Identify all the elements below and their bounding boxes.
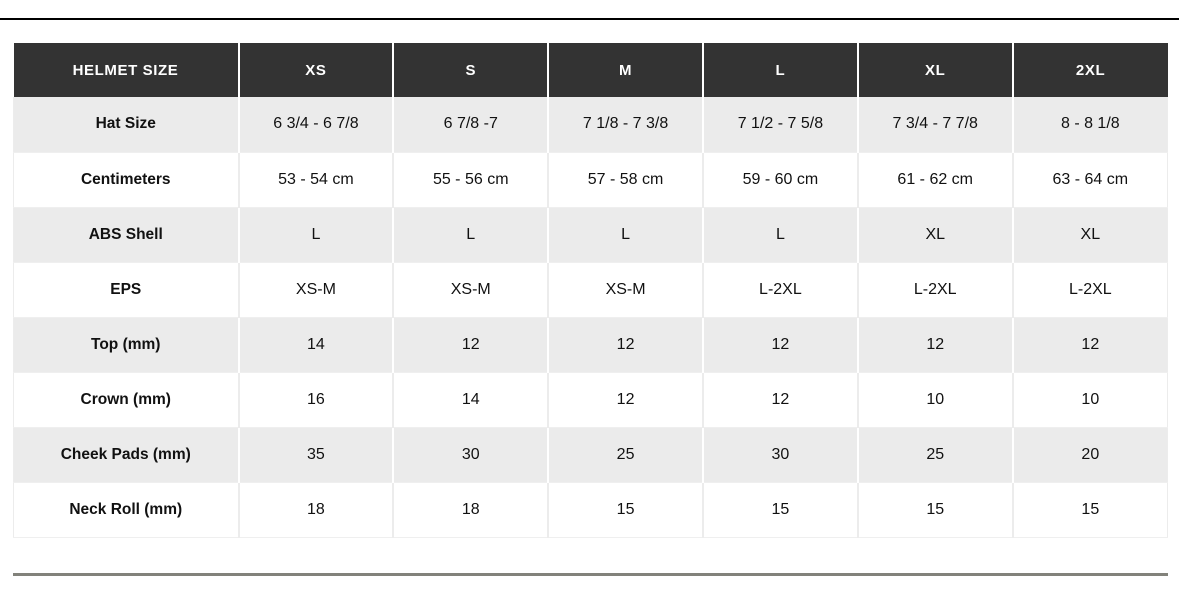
table-cell: 10 xyxy=(1011,372,1168,428)
column-header: XL xyxy=(856,43,1013,97)
table-cell: 61 - 62 cm xyxy=(856,152,1013,208)
table-cell: 59 - 60 cm xyxy=(701,152,858,208)
table-row: ABS Shell L L L L XL XL xyxy=(13,207,1168,263)
table-cell: 7 1/2 - 7 5/8 xyxy=(701,97,858,153)
column-header: M xyxy=(547,43,703,97)
table-cell: L-2XL xyxy=(701,262,858,318)
table-cell: L xyxy=(392,207,549,263)
table-cell: 63 - 64 cm xyxy=(1011,152,1168,208)
table-cell: XL xyxy=(856,207,1013,263)
table-cell: XS-M xyxy=(547,262,703,318)
table-cell: 12 xyxy=(392,317,549,373)
table-row: EPS XS-M XS-M XS-M L-2XL L-2XL L-2XL xyxy=(13,262,1168,318)
table-cell: 6 3/4 - 6 7/8 xyxy=(237,97,394,153)
row-label: Top (mm) xyxy=(13,317,239,373)
row-label: Neck Roll (mm) xyxy=(13,482,239,538)
table-cell: 30 xyxy=(701,427,858,483)
table-row: Hat Size 6 3/4 - 6 7/8 6 7/8 -7 7 1/8 - 7 3… xyxy=(13,97,1168,153)
table-row: Top (mm) 14 12 12 12 12 12 xyxy=(13,317,1168,373)
table-row: Crown (mm) 16 14 12 12 10 10 xyxy=(13,372,1168,428)
table-cell: 30 xyxy=(392,427,549,483)
size-chart-container: HELMET SIZE XS S M L XL 2XL Hat Size 6 3/4 - 6 … xyxy=(13,43,1168,538)
column-header: S xyxy=(392,43,549,97)
table-cell: 55 - 56 cm xyxy=(392,152,549,208)
table-cell: 6 7/8 -7 xyxy=(392,97,549,153)
row-label: Centimeters xyxy=(13,152,239,208)
table-cell: L xyxy=(701,207,858,263)
table-cell: 12 xyxy=(1011,317,1168,373)
table-cell: 15 xyxy=(1011,482,1168,538)
row-label: EPS xyxy=(13,262,239,318)
table-row: Neck Roll (mm) 18 18 15 15 15 15 xyxy=(13,482,1168,538)
table-cell: 8 - 8 1/8 xyxy=(1011,97,1168,153)
column-header: 2XL xyxy=(1011,43,1168,97)
table-cell: 12 xyxy=(856,317,1013,373)
table-body: Hat Size 6 3/4 - 6 7/8 6 7/8 -7 7 1/8 - 7 3… xyxy=(13,97,1168,538)
table-cell: L-2XL xyxy=(1011,262,1168,318)
column-header: XS xyxy=(237,43,394,97)
table-cell: 18 xyxy=(392,482,549,538)
row-label: Cheek Pads (mm) xyxy=(13,427,239,483)
table-cell: 53 - 54 cm xyxy=(237,152,394,208)
table-cell: L xyxy=(547,207,703,263)
table-cell: XS-M xyxy=(392,262,549,318)
column-header: L xyxy=(701,43,858,97)
table-cell: 16 xyxy=(237,372,394,428)
helmet-size-table: HELMET SIZE XS S M L XL 2XL Hat Size 6 3/4 - 6 … xyxy=(13,43,1168,538)
table-cell: XS-M xyxy=(237,262,394,318)
table-header-row: HELMET SIZE XS S M L XL 2XL xyxy=(13,43,1168,97)
table-cell: 15 xyxy=(856,482,1013,538)
table-cell: 20 xyxy=(1011,427,1168,483)
table-cell: L-2XL xyxy=(856,262,1013,318)
table-cell: L xyxy=(237,207,394,263)
column-header-label: HELMET SIZE xyxy=(13,43,239,97)
top-divider-rule xyxy=(0,18,1179,20)
table-cell: 12 xyxy=(547,317,703,373)
row-label: Crown (mm) xyxy=(13,372,239,428)
table-cell: 25 xyxy=(856,427,1013,483)
table-cell: 12 xyxy=(547,372,703,428)
table-cell: XL xyxy=(1011,207,1168,263)
table-row: Cheek Pads (mm) 35 30 25 30 25 20 xyxy=(13,427,1168,483)
table-cell: 57 - 58 cm xyxy=(547,152,703,208)
table-cell: 12 xyxy=(701,372,858,428)
table-cell: 12 xyxy=(701,317,858,373)
table-cell: 7 3/4 - 7 7/8 xyxy=(856,97,1013,153)
table-cell: 35 xyxy=(237,427,394,483)
table-cell: 10 xyxy=(856,372,1013,428)
table-cell: 15 xyxy=(547,482,703,538)
table-cell: 7 1/8 - 7 3/8 xyxy=(547,97,703,153)
table-cell: 14 xyxy=(392,372,549,428)
table-cell: 14 xyxy=(237,317,394,373)
table-cell: 25 xyxy=(547,427,703,483)
table-row: Centimeters 53 - 54 cm 55 - 56 cm 57 - 58 c… xyxy=(13,152,1168,208)
table-cell: 18 xyxy=(237,482,394,538)
bottom-divider-rule xyxy=(13,572,1168,576)
row-label: Hat Size xyxy=(13,97,239,153)
row-label: ABS Shell xyxy=(13,207,239,263)
table-cell: 15 xyxy=(701,482,858,538)
